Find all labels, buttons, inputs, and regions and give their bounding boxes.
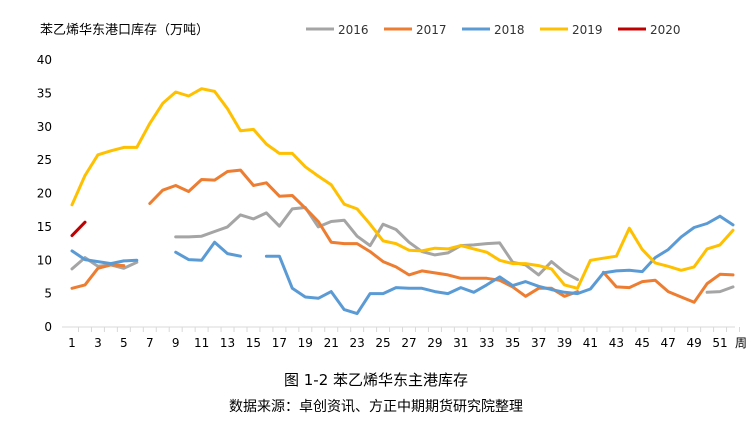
x-tick-label: 21 [324,336,339,350]
x-tick-label: 15 [246,336,261,350]
source-note: 数据来源：卓创资讯、方正中期期货研究院整理 [229,399,523,415]
x-tick-label: 43 [609,336,624,350]
series-line-2018 [264,214,735,316]
x-tick-label: 11 [194,336,209,350]
series-line-2016 [705,285,735,294]
x-tick-label: 13 [220,336,235,350]
x-tick-label: 1 [68,336,76,350]
series-2016 [70,206,735,294]
x-tick-label: 3 [94,336,102,350]
series-line-2017 [601,270,735,304]
y-tick-label: 15 [37,220,52,234]
series-layer [70,87,735,316]
chart-title: 苯乙烯华东港口库存（万吨） [40,22,209,38]
series-2019 [70,87,735,290]
series-line-2020 [70,220,87,238]
x-tick-label: 33 [479,336,494,350]
x-tick-label: 39 [557,336,572,350]
y-tick-label: 25 [37,153,52,167]
x-tick-label: 49 [686,336,701,350]
x-tick-label: 29 [427,336,442,350]
series-line-2019 [70,87,735,290]
series-line-2017 [148,168,579,298]
x-tick-label: 5 [120,336,128,350]
x-tick-label: 51 [712,336,727,350]
y-tick-label: 35 [37,86,52,100]
legend-label-2020: 2020 [650,23,681,37]
x-tick-label: 45 [635,336,650,350]
x-tick-label: 17 [272,336,287,350]
y-tick-label: 10 [37,253,52,267]
y-tick-label: 40 [37,53,52,67]
x-tick-label: 35 [505,336,520,350]
line-chart: 苯乙烯华东港口库存（万吨） 2016 2017 2018 2019 2020 05101… [37,22,747,350]
x-tick-label: 23 [349,336,364,350]
series-2018 [70,214,735,316]
y-axis: 0 5 10 15 20 25 30 35 40 [37,53,52,334]
series-2020 [70,220,87,238]
legend-label-2019: 2019 [572,23,603,37]
x-tick-label: 37 [531,336,546,350]
legend-label-2017: 2017 [416,23,447,37]
series-line-2018 [174,240,242,262]
series-line-2017 [70,263,126,290]
x-axis-unit-label: 周 [735,336,747,350]
y-tick-label: 30 [37,120,52,134]
y-tick-label: 0 [44,320,52,334]
x-tick-label: 31 [453,336,468,350]
series-line-2018 [70,249,139,266]
y-tick-label: 5 [44,287,52,301]
x-tick-label: 9 [172,336,180,350]
x-tick-label: 25 [375,336,390,350]
x-tick-label: 27 [401,336,416,350]
x-tick-label: 41 [583,336,598,350]
figure-caption: 图 1-2 苯乙烯华东主港库存 [283,371,469,389]
legend: 2016 2017 2018 2019 2020 [306,23,681,37]
x-tick-label: 7 [146,336,154,350]
y-tick-label: 20 [37,187,52,201]
x-tick-label: 19 [298,336,313,350]
legend-label-2018: 2018 [494,23,525,37]
x-axis: 1 3 5 7 9 11 13 15 17 19 21 23 25 27 29 31 33 35 37 39 41 43 4… [62,326,747,350]
legend-label-2016: 2016 [338,23,369,37]
series-line-2016 [174,206,579,282]
series-2017 [70,168,735,304]
x-tick-label: 47 [661,336,676,350]
